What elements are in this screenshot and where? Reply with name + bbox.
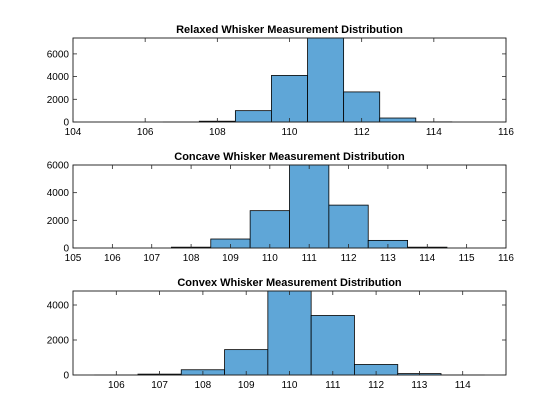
x-tick-label: 106 [104,253,121,264]
histogram-bar [224,349,269,376]
histogram-bar [343,91,381,123]
x-tick-label: 108 [183,253,200,264]
histogram-bar [267,290,312,376]
y-tick-label: 6000 [47,161,70,172]
y-tick-label: 0 [63,371,69,382]
y-tick-label: 4000 [47,301,70,312]
y-tick-label: 4000 [47,72,70,83]
x-tick-label: 113 [411,380,427,391]
y-tick-label: 2000 [47,336,70,347]
x-tick-label: 108 [209,127,226,138]
histogram-bar [234,110,272,123]
x-tick-label: 112 [341,253,357,264]
y-tick-label: 0 [63,118,69,129]
y-tick-label: 6000 [47,49,70,60]
histogram-bar [310,315,355,376]
x-tick-label: 111 [325,380,341,391]
histogram-bar [289,164,330,249]
subplot-title: Convex Whisker Measurement Distribution [177,277,402,289]
subplot-title: Relaxed Whisker Measurement Distribution [176,24,403,36]
x-tick-label: 110 [262,253,278,264]
histogram-bar [307,37,345,123]
x-tick-label: 114 [455,380,471,391]
histogram-bar [379,117,417,123]
x-tick-label: 114 [426,127,442,138]
x-tick-label: 110 [282,127,298,138]
x-tick-label: 108 [195,380,212,391]
y-tick-label: 4000 [47,188,70,199]
x-tick-label: 106 [108,380,125,391]
x-tick-label: 112 [354,127,370,138]
x-tick-label: 116 [498,253,514,264]
x-tick-label: 113 [380,253,396,264]
y-tick-label: 0 [63,244,69,255]
x-tick-label: 106 [137,127,154,138]
x-tick-label: 112 [368,380,384,391]
x-tick-label: 111 [302,253,318,264]
subplot-1: 104 106 108 110 112 114 116 0 2000 4000 6000 Relaxe… [47,24,515,138]
x-tick-label: 107 [143,253,160,264]
histogram-bar [328,204,369,249]
subplot-2: 105 106 107 108 109 110 111 112 113 114 115 116 0 200… [47,151,515,264]
x-tick-label: 107 [151,380,168,391]
x-tick-label: 109 [238,380,255,391]
axes-outline [72,164,507,249]
y-tick-label: 2000 [47,216,70,227]
histogram-bar [249,210,290,249]
x-tick-label: 110 [282,380,298,391]
x-tick-label: 115 [459,253,475,264]
histogram-bar [271,75,308,123]
subplot-3: 106 107 108 109 110 111 112 113 114 0 2000 4000 Conv… [47,277,507,391]
subplot-title: Concave Whisker Measurement Distribution [174,151,405,163]
x-tick-label: 105 [65,253,82,264]
x-tick-label: 109 [222,253,239,264]
x-tick-label: 104 [65,127,82,138]
y-tick-label: 2000 [47,95,70,106]
x-tick-label: 114 [419,253,435,264]
x-tick-label: 116 [498,127,514,138]
